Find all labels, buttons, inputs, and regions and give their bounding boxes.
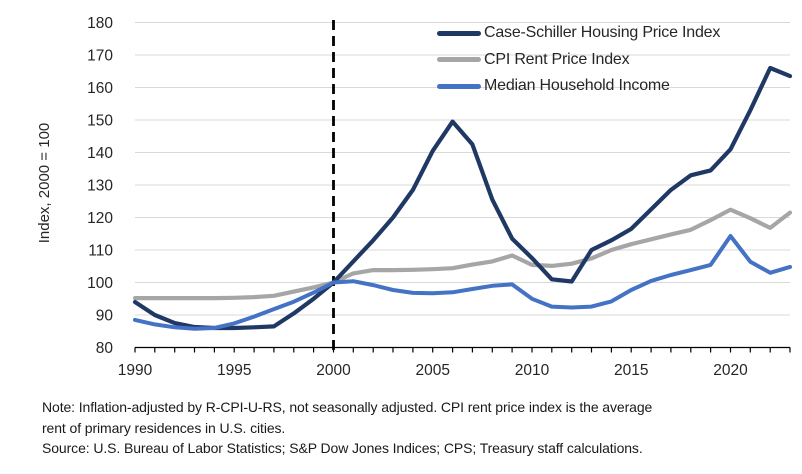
x-tick-label: 2015	[614, 362, 648, 379]
y-axis-title: Index, 2000 = 100	[36, 122, 53, 244]
y-tick-label: 150	[87, 113, 113, 130]
x-tick-label: 2000	[316, 362, 351, 379]
y-tick-label: 110	[88, 243, 113, 260]
y-tick-label: 140	[87, 145, 113, 162]
source-line: Source: U.S. Bureau of Labor Statistics;…	[42, 440, 643, 456]
x-tick-label: 2020	[713, 362, 748, 379]
y-tick-label: 180	[87, 15, 113, 32]
legend-label-case-schiller: Case-Schiller Housing Price Index	[484, 24, 721, 42]
x-tick-label: 1995	[217, 362, 251, 379]
chart-canvas: 80 90 100 110 120 130 140 150 160 170 180 1990 1995 2…	[87, 15, 793, 379]
note-line-2: rent of primary residences in U.S. citie…	[42, 419, 286, 436]
y-tick-label: 80	[96, 340, 114, 357]
x-tick-label: 2005	[415, 362, 449, 379]
legend-swatch-median-income	[437, 83, 481, 89]
legend-item-cpi-rent: CPI Rent Price Index	[437, 47, 720, 74]
legend-item-median-income: Median Household Income	[437, 73, 720, 100]
legend-swatch-case-schiller	[437, 30, 481, 36]
note-line-1: Note: Inflation-adjusted by R-CPI-U-RS, …	[42, 399, 653, 415]
legend-item-case-schiller: Case-Schiller Housing Price Index	[437, 20, 720, 47]
chart-svg: 80 90 100 110 120 130 140 150 160 170 180 1990 1995 2…	[87, 15, 793, 379]
y-tick-label: 90	[96, 308, 114, 325]
series-line-2	[133, 234, 792, 331]
series-line-0	[132, 65, 793, 331]
legend-swatch-cpi-rent	[437, 57, 481, 63]
legend: Case-Schiller Housing Price Index CPI Re…	[437, 20, 720, 100]
x-tick-label: 1990	[118, 362, 153, 379]
y-tick-label: 100	[87, 275, 113, 292]
x-tick-label: 2010	[515, 362, 550, 379]
footnote: Note: Inflation-adjusted by R-CPI-U-RS, …	[42, 397, 792, 459]
legend-label-cpi-rent: CPI Rent Price Index	[484, 50, 630, 68]
y-tick-label: 120	[87, 210, 113, 227]
y-tick-label: 130	[87, 178, 113, 195]
y-tick-label: 160	[87, 80, 113, 97]
series-line-1	[132, 207, 793, 301]
legend-label-median-income: Median Household Income	[484, 77, 670, 95]
y-tick-label: 170	[87, 48, 113, 65]
